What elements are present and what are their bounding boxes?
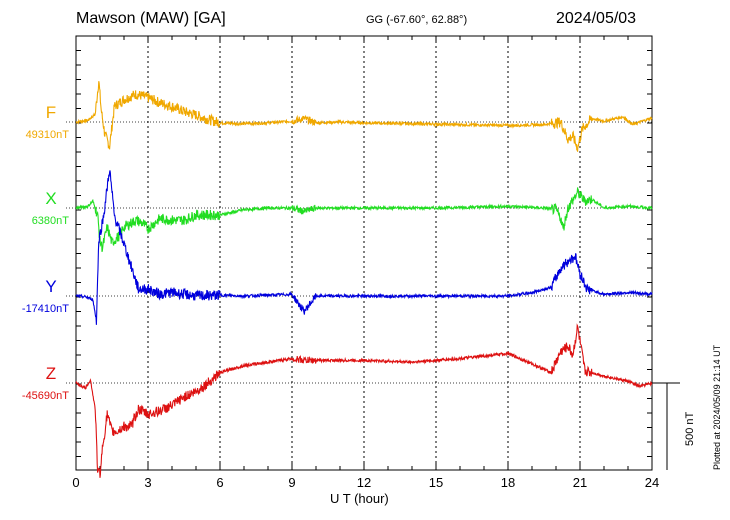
series-letter-f: F (46, 103, 56, 122)
axis-ticks (75, 35, 653, 470)
series-baselines (66, 121, 652, 384)
series-letter-y: Y (45, 277, 56, 296)
trace-f (75, 81, 653, 152)
scale-bar-label: 500 nT (684, 411, 696, 446)
x-tick-label-21: 21 (573, 475, 587, 490)
x-tick-label-15: 15 (429, 475, 443, 490)
chart-date: 2024/05/03 (556, 10, 637, 27)
baseline-value-y: -17410nT (22, 303, 69, 315)
x-tick-label-3: 3 (144, 475, 151, 490)
series-labels: F 49310nT X 6380nT Y -17410nT Z -45690nT (22, 103, 69, 402)
grid (147, 36, 581, 470)
series-traces (75, 81, 653, 478)
baseline-value-z: -45690nT (22, 390, 69, 402)
station-coordinates: GG (-67.60°, 62.88°) (366, 14, 468, 26)
trace-z (75, 323, 653, 478)
x-tick-label-9: 9 (288, 475, 295, 490)
x-axis-label: U T (hour) (330, 491, 389, 506)
series-letter-z: Z (46, 364, 56, 383)
x-tick-labels: 0 3 6 9 12 15 18 21 24 (72, 475, 659, 490)
baseline-value-x: 6380nT (32, 215, 70, 227)
chart-title: Mawson (MAW) [GA] (76, 10, 226, 27)
x-tick-label-0: 0 (72, 475, 79, 490)
trace-x (75, 187, 653, 252)
scale-bar (652, 382, 680, 470)
plotted-timestamp: Plotted at 2024/05/09 21:14 UT (712, 344, 722, 470)
baseline-value-f: 49310nT (26, 129, 70, 141)
series-letter-x: X (45, 189, 56, 208)
trace-y (75, 170, 653, 325)
x-tick-label-18: 18 (501, 475, 515, 490)
x-tick-label-6: 6 (216, 475, 223, 490)
x-tick-label-12: 12 (357, 475, 371, 490)
x-tick-label-24: 24 (645, 475, 659, 490)
